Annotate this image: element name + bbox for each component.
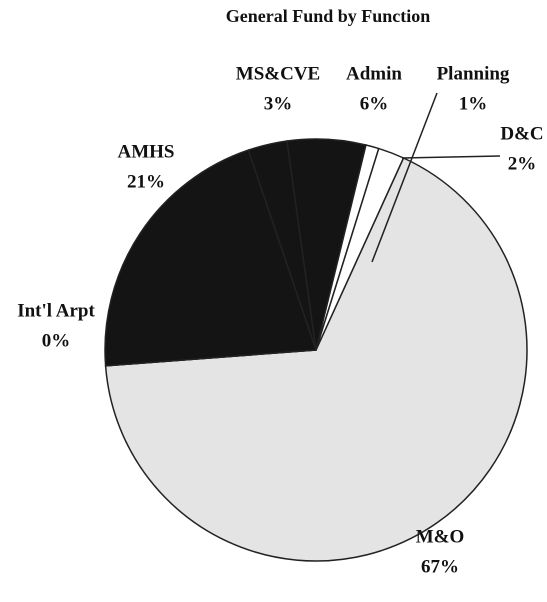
slice-value-label: 1%	[459, 93, 488, 114]
slice-label: Planning	[437, 63, 510, 84]
slice-label: Admin	[346, 63, 402, 84]
slice-value-label: 6%	[360, 93, 389, 114]
slice-label: MS&CVE	[236, 63, 320, 84]
slice-label: AMHS	[118, 141, 175, 162]
slice-value-label: 67%	[421, 556, 459, 577]
leader-line	[401, 155, 501, 159]
slice-label: M&O	[416, 526, 465, 547]
slice-value-label: 0%	[42, 330, 71, 351]
pie-slice	[104, 157, 528, 562]
slice-label: Int'l Arpt	[17, 300, 95, 321]
chart-title: General Fund by Function	[226, 6, 431, 26]
leader-line	[371, 92, 438, 263]
pie	[104, 138, 528, 562]
pie-slice	[104, 149, 318, 367]
slice-value-label: 21%	[127, 171, 165, 192]
slice-label: D&C	[500, 123, 543, 144]
slice-value-label: 3%	[264, 93, 293, 114]
slice-value-label: 2%	[508, 153, 537, 174]
